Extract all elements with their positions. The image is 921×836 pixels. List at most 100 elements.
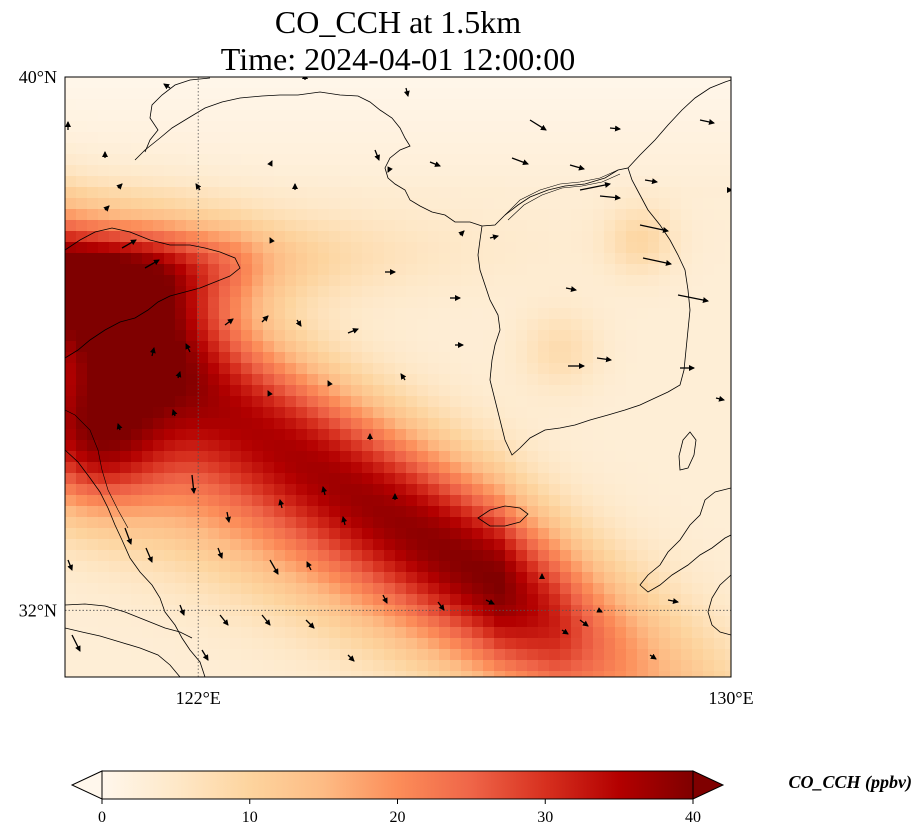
field-cell (406, 671, 418, 677)
field-cell (472, 176, 484, 188)
field-cell (373, 550, 385, 562)
field-cell (637, 407, 649, 419)
field-cell (351, 418, 363, 430)
field-cell (714, 638, 726, 650)
field-cell (142, 275, 154, 287)
field-cell (692, 286, 704, 298)
field-cell (318, 220, 330, 232)
field-cell (329, 407, 341, 419)
field-cell (659, 242, 671, 254)
field-cell (208, 374, 220, 386)
field-cell (637, 198, 649, 210)
field-cell (516, 539, 528, 551)
field-cell (516, 242, 528, 254)
field-cell (164, 660, 176, 672)
field-cell (703, 429, 715, 441)
field-cell (274, 220, 286, 232)
field-cell (131, 264, 143, 276)
field-cell (318, 429, 330, 441)
field-cell (307, 132, 319, 144)
field-cell (208, 121, 220, 133)
field-cell (153, 627, 165, 639)
field-cell (164, 110, 176, 122)
field-cell (362, 605, 374, 617)
field-cell (659, 418, 671, 430)
field-cell (659, 154, 671, 166)
field-cell (582, 187, 594, 199)
field-cell (648, 385, 660, 397)
field-cell (109, 352, 121, 364)
field-cell (582, 165, 594, 177)
field-cell (417, 495, 429, 507)
field-cell (659, 264, 671, 276)
field-cell (384, 418, 396, 430)
map-area (65, 77, 731, 677)
field-cell (527, 440, 539, 452)
field-cell (483, 649, 495, 661)
field-cell (450, 154, 462, 166)
field-cell (142, 110, 154, 122)
field-cell (582, 176, 594, 188)
field-cell (87, 330, 99, 342)
field-cell (373, 242, 385, 254)
field-cell (483, 528, 495, 540)
field-cell (252, 407, 264, 419)
field-cell (505, 550, 517, 562)
field-cell (615, 363, 627, 375)
field-cell (241, 671, 253, 677)
field-cell (76, 286, 88, 298)
field-cell (285, 572, 297, 584)
field-cell (461, 407, 473, 419)
field-cell (230, 286, 242, 298)
field-cell (219, 649, 231, 661)
field-cell (670, 385, 682, 397)
field-cell (120, 616, 132, 628)
field-cell (527, 132, 539, 144)
field-cell (648, 495, 660, 507)
field-cell (450, 143, 462, 155)
field-cell (714, 297, 726, 309)
field-cell (241, 418, 253, 430)
field-cell (164, 363, 176, 375)
field-cell (87, 649, 99, 661)
field-cell (373, 539, 385, 551)
field-cell (252, 649, 264, 661)
field-cell (208, 319, 220, 331)
field-cell (648, 165, 660, 177)
field-cell (450, 605, 462, 617)
field-cell (527, 660, 539, 672)
field-cell (637, 638, 649, 650)
field-cell (406, 209, 418, 221)
field-cell (241, 297, 253, 309)
field-cell (274, 539, 286, 551)
field-cell (76, 99, 88, 111)
field-cell (461, 198, 473, 210)
field-cell (428, 352, 440, 364)
field-cell (560, 495, 572, 507)
field-cell (549, 154, 561, 166)
field-cell (318, 165, 330, 177)
field-cell (472, 209, 484, 221)
field-cell (252, 121, 264, 133)
field-cell (637, 451, 649, 463)
field-cell (175, 275, 187, 287)
field-cell (307, 110, 319, 122)
field-cell (65, 528, 77, 540)
field-cell (351, 671, 363, 677)
field-cell (274, 473, 286, 485)
field-cell (131, 462, 143, 474)
field-cell (461, 440, 473, 452)
field-cell (98, 539, 110, 551)
field-cell (142, 528, 154, 540)
field-cell (461, 99, 473, 111)
field-cell (340, 627, 352, 639)
field-cell (329, 506, 341, 518)
field-cell (252, 374, 264, 386)
field-cell (439, 374, 451, 386)
field-cell (637, 550, 649, 562)
field-cell (153, 99, 165, 111)
field-cell (340, 583, 352, 595)
field-cell (703, 363, 715, 375)
field-cell (219, 198, 231, 210)
field-cell (648, 286, 660, 298)
